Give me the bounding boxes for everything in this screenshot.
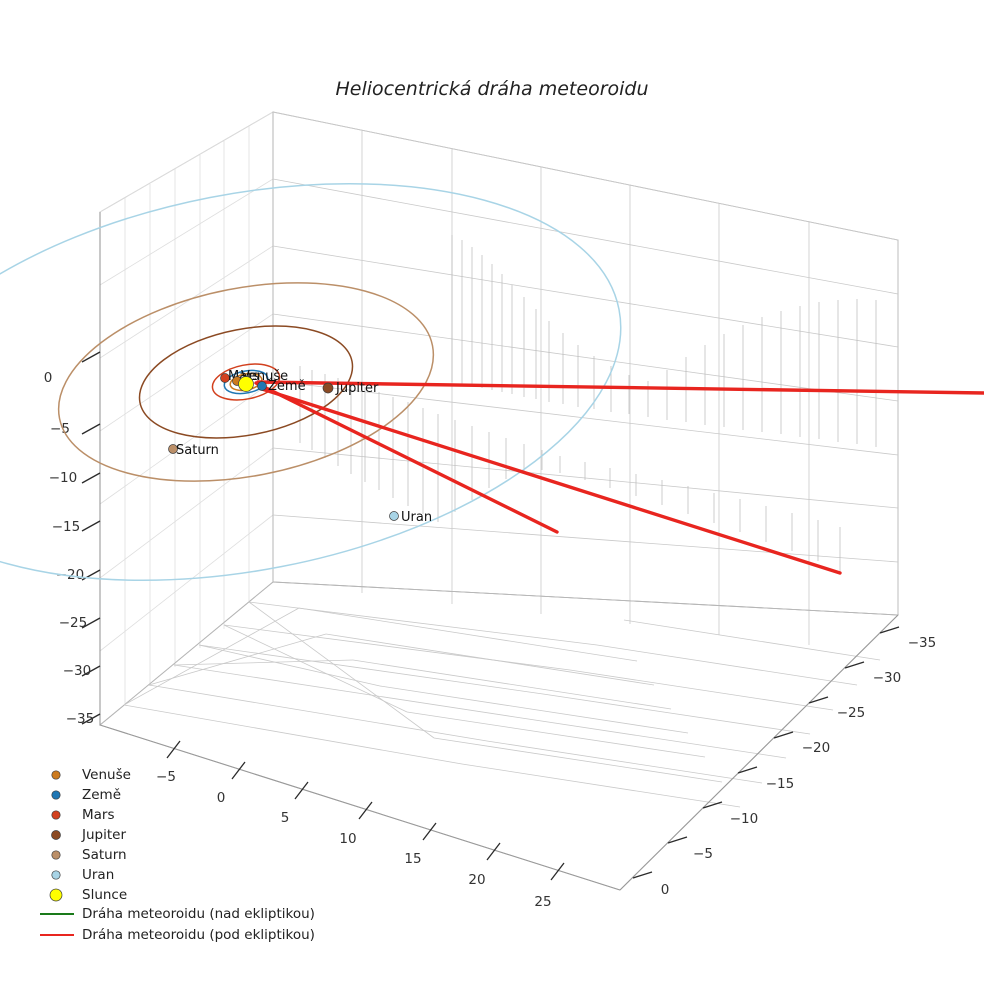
trajectory-stem-lines bbox=[299, 235, 877, 573]
x-tick-label-6: 25 bbox=[534, 894, 551, 910]
legend-label-traj-above: Dráha meteoroidu (nad ekliptikou) bbox=[82, 906, 315, 922]
legend-label-uran: Uran bbox=[82, 867, 114, 883]
orbit-zeme bbox=[223, 369, 269, 395]
y-tick-label-3: −15 bbox=[766, 776, 795, 792]
legend-label-zeme: Země bbox=[82, 787, 121, 803]
legend-marker-uran bbox=[51, 870, 61, 880]
orbit-mars bbox=[211, 363, 281, 401]
pane-back-right-wall bbox=[272, 111, 899, 645]
z-tick-label-1: −5 bbox=[50, 421, 70, 437]
x-tick-label-2: 5 bbox=[281, 810, 290, 826]
y-tick-label-2: −10 bbox=[730, 811, 759, 827]
body-marker-jupiter[interactable]: Jupiter bbox=[322, 381, 379, 396]
legend-marker-zeme bbox=[51, 790, 61, 800]
planet-orbits bbox=[0, 182, 622, 582]
legend-item-uran[interactable]: Uran bbox=[51, 867, 114, 883]
body-marker-slunce[interactable] bbox=[238, 376, 254, 392]
pane-floor bbox=[99, 581, 900, 891]
body-label-zeme: Země bbox=[268, 379, 306, 394]
z-tick-label-3: −15 bbox=[52, 519, 81, 535]
y-ticks bbox=[632, 626, 900, 879]
legend-marker-mars bbox=[51, 810, 61, 820]
celestial-bodies[interactable]: Saturn Uran Jupiter Mars Venuše bbox=[168, 369, 433, 525]
legend-item-slunce[interactable]: Slunce bbox=[49, 887, 127, 903]
body-marker-saturn[interactable]: Saturn bbox=[168, 443, 219, 458]
meteoroid-trajectory[interactable] bbox=[254, 380, 984, 575]
legend-marker-saturn bbox=[51, 850, 61, 860]
x-tick-label-4: 15 bbox=[404, 851, 421, 867]
x-tick-label-5: 20 bbox=[468, 872, 485, 888]
trajectory-segment-below-2 bbox=[256, 380, 984, 395]
y-tick-label-7: −35 bbox=[908, 635, 937, 651]
legend-marker-jupiter bbox=[51, 830, 61, 840]
x-ticks bbox=[166, 740, 565, 881]
z-tick-label-5: −25 bbox=[59, 615, 88, 631]
legend-marker-venuse bbox=[51, 770, 61, 780]
x-tick-label-3: 10 bbox=[339, 831, 356, 847]
axis-y[interactable]: 0 −5 −10 −15 −20 −25 −30 −35 bbox=[619, 614, 937, 898]
orbit-saturn bbox=[57, 282, 435, 482]
axis-z[interactable]: 0 −5 −10 −15 −20 −25 −30 −35 bbox=[44, 212, 101, 727]
x-tick-label-0: −5 bbox=[156, 769, 176, 785]
z-tick-label-7: −35 bbox=[66, 711, 95, 727]
axis-x[interactable]: −5 0 5 10 15 20 25 bbox=[99, 724, 621, 910]
legend-label-slunce: Slunce bbox=[82, 887, 127, 903]
body-marker-zeme[interactable]: Země bbox=[257, 379, 306, 394]
legend-label-mars: Mars bbox=[82, 807, 115, 823]
legend-item-jupiter[interactable]: Jupiter bbox=[51, 827, 127, 843]
z-tick-label-4: −20 bbox=[56, 567, 85, 583]
y-tick-label-0: 0 bbox=[661, 882, 670, 898]
legend-label-saturn: Saturn bbox=[82, 847, 127, 863]
legend-item-zeme[interactable]: Země bbox=[51, 787, 121, 803]
body-label-uran: Uran bbox=[401, 510, 432, 525]
legend-label-venuse: Venuše bbox=[82, 767, 131, 783]
y-tick-label-6: −30 bbox=[873, 670, 902, 686]
legend-item-traj-above[interactable]: Dráha meteoroidu (nad ekliptikou) bbox=[40, 906, 315, 922]
legend-item-venuse[interactable]: Venuše bbox=[51, 767, 131, 783]
orbit-jupiter bbox=[138, 325, 354, 439]
y-tick-label-4: −20 bbox=[802, 740, 831, 756]
legend-marker-slunce bbox=[49, 888, 63, 902]
y-tick-label-5: −25 bbox=[837, 705, 866, 721]
legend[interactable]: Venuše Země Mars Jupiter Saturn Uran bbox=[40, 767, 315, 943]
body-label-saturn: Saturn bbox=[176, 443, 219, 458]
z-tick-label-6: −30 bbox=[63, 663, 92, 679]
trajectory-segment-below-3 bbox=[260, 387, 842, 575]
page-title: Heliocentrická dráha meteoroidu bbox=[335, 78, 648, 100]
body-label-jupiter: Jupiter bbox=[335, 381, 379, 396]
y-tick-label-1: −5 bbox=[693, 846, 713, 862]
orbit-uran bbox=[0, 182, 622, 582]
legend-label-jupiter: Jupiter bbox=[81, 827, 126, 843]
trajectory-segment-below-1 bbox=[254, 381, 559, 534]
legend-item-traj-below[interactable]: Dráha meteoroidu (pod ekliptikou) bbox=[40, 927, 315, 943]
pane-back-left-wall bbox=[99, 111, 274, 726]
z-tick-label-2: −10 bbox=[49, 470, 78, 486]
body-marker-uran[interactable]: Uran bbox=[389, 510, 433, 525]
legend-item-saturn[interactable]: Saturn bbox=[51, 847, 127, 863]
legend-label-traj-below: Dráha meteoroidu (pod ekliptikou) bbox=[82, 927, 315, 943]
x-tick-label-1: 0 bbox=[217, 790, 226, 806]
legend-item-mars[interactable]: Mars bbox=[51, 807, 115, 823]
z-tick-label-0: 0 bbox=[44, 370, 53, 386]
